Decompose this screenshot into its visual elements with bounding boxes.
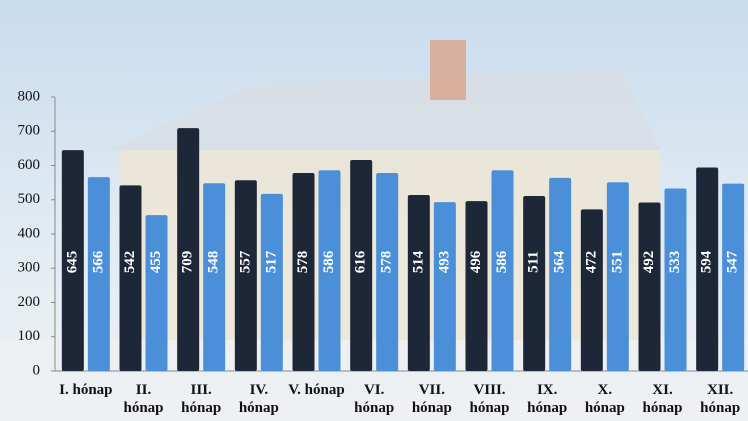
value-label: 566 <box>90 250 106 273</box>
x-tick-label: IX. hónap <box>527 382 568 416</box>
roof <box>110 70 660 150</box>
value-label: 645 <box>64 251 80 274</box>
bar <box>664 188 687 371</box>
value-label: 586 <box>321 250 337 273</box>
x-tick-label: XII. hónap <box>700 382 741 416</box>
bar <box>318 170 341 371</box>
bar <box>722 183 745 371</box>
value-label: 496 <box>468 250 484 273</box>
x-tick-label: V. hónap <box>288 382 345 398</box>
value-label: 616 <box>353 250 369 273</box>
y-tick-label: 700 <box>18 123 41 139</box>
bar <box>465 201 488 371</box>
bar <box>292 173 315 371</box>
bar <box>87 177 110 371</box>
value-label: 472 <box>583 251 599 274</box>
bar <box>177 128 200 371</box>
x-tick-label: VI. hónap <box>354 382 395 416</box>
bar <box>119 185 142 371</box>
bar <box>350 160 373 371</box>
x-tick-label: VII. hónap <box>411 382 452 416</box>
bar <box>145 215 168 371</box>
value-label: 709 <box>180 251 196 274</box>
x-tick-label: I. hónap <box>59 382 113 398</box>
y-tick-label: 800 <box>18 88 41 104</box>
value-label: 455 <box>148 251 164 274</box>
x-tick-label: X. hónap <box>584 382 625 416</box>
x-tick-label: VIII. hónap <box>469 382 510 416</box>
bar <box>433 202 456 371</box>
y-tick-label: 400 <box>18 225 41 241</box>
y-tick-label: 300 <box>18 260 41 276</box>
y-tick-label: 100 <box>18 328 41 344</box>
value-label: 551 <box>609 251 625 274</box>
bar <box>234 180 257 371</box>
value-label: 492 <box>641 251 657 274</box>
bar <box>606 182 629 371</box>
bar <box>696 167 719 371</box>
value-label: 547 <box>725 250 741 273</box>
value-label: 517 <box>263 250 279 273</box>
value-label: 493 <box>436 251 452 274</box>
value-label: 533 <box>667 251 683 274</box>
chimney <box>430 40 466 100</box>
bar <box>491 170 514 371</box>
value-label: 578 <box>379 251 395 274</box>
x-tick-label: IV. hónap <box>238 382 279 416</box>
x-tick-label: III. hónap <box>181 382 222 416</box>
y-tick-label: 0 <box>33 362 41 378</box>
x-tick-label: II. hónap <box>123 382 164 416</box>
y-tick-label: 500 <box>18 191 41 207</box>
value-label: 542 <box>122 251 138 274</box>
y-tick-label: 600 <box>18 157 41 173</box>
value-label: 548 <box>206 251 222 274</box>
bar <box>580 209 603 371</box>
bar <box>638 202 661 371</box>
bar <box>407 194 430 371</box>
bar <box>260 193 283 371</box>
value-label: 557 <box>237 250 253 273</box>
bar <box>549 177 572 371</box>
bar <box>61 150 84 371</box>
value-label: 514 <box>410 250 426 273</box>
bar <box>523 195 546 371</box>
bar <box>203 183 226 371</box>
value-label: 564 <box>552 250 568 273</box>
value-label: 594 <box>699 250 715 273</box>
value-label: 511 <box>526 251 542 273</box>
value-label: 578 <box>295 251 311 274</box>
value-label: 586 <box>494 250 510 273</box>
y-tick-label: 200 <box>18 294 41 310</box>
x-tick-label: XI. hónap <box>642 382 683 416</box>
bar <box>376 173 399 371</box>
